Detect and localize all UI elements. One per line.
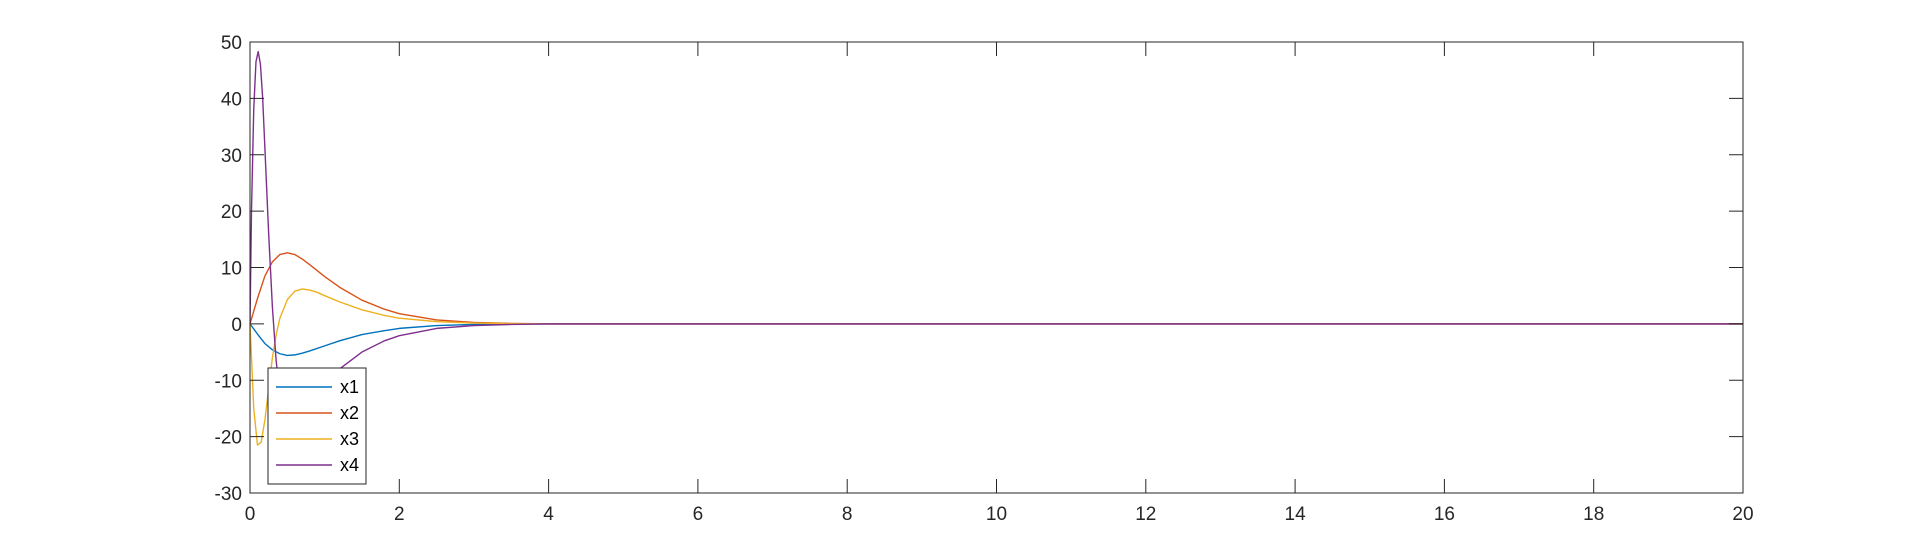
legend-label-x4: x4 (340, 455, 359, 475)
x-tick-label: 14 (1285, 504, 1307, 525)
x-tick-label: 18 (1583, 504, 1604, 525)
x-tick-label: 0 (245, 504, 256, 525)
legend-label-x3: x3 (340, 429, 359, 449)
legend-label-x1: x1 (340, 377, 359, 397)
x-tick-label: 4 (543, 504, 554, 525)
legend-label-x2: x2 (340, 403, 359, 423)
plot-background (250, 42, 1743, 493)
x-tick-label: 16 (1434, 504, 1455, 525)
y-tick-label: 50 (221, 33, 242, 54)
y-tick-label: -10 (215, 371, 242, 392)
legend: x1 x2 x3 x4 (267, 367, 367, 485)
x-tick-label: 2 (394, 504, 405, 525)
x-tick-label: 8 (842, 504, 853, 525)
series-line-x3 (250, 288, 1743, 446)
axes-layer: 0 2 4 6 8 10 12 14 16 18 20 -30 -20 -10 0 10 20 30 40 50 (215, 33, 1754, 525)
x-tick-label: 10 (986, 504, 1007, 525)
x-tick-label: 20 (1732, 504, 1753, 525)
x-tick-label: 12 (1135, 504, 1156, 525)
y-tick-label: 0 (231, 315, 242, 336)
y-tick-label: 30 (221, 146, 242, 167)
x-tick-label: 6 (693, 504, 704, 525)
y-tick-label: 20 (221, 202, 242, 223)
plot-area (250, 42, 1743, 493)
y-tick-label: -20 (215, 428, 242, 449)
y-tick-label: -30 (215, 484, 242, 505)
y-tick-label: 40 (221, 89, 242, 110)
y-tick-label: 10 (221, 259, 242, 280)
